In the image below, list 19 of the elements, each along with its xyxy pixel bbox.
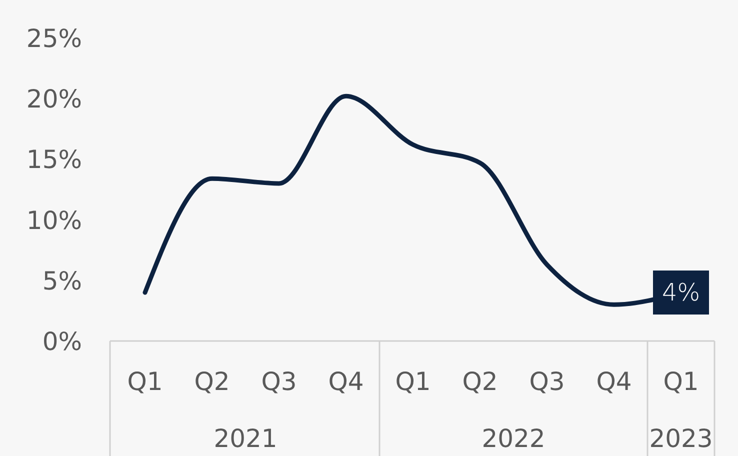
data-label: 4% [662, 278, 700, 307]
text: 2021 [214, 424, 278, 453]
y-tick-label: 10% [26, 206, 82, 235]
x-tick-label: Q1 [127, 367, 163, 396]
x-tick-label: Q2 [462, 367, 498, 396]
y-tick-label: 20% [26, 84, 82, 114]
x-tick-label: Q1 [395, 367, 431, 396]
y-tick-label: 5% [42, 266, 82, 296]
x-tick-label: Q3 [261, 367, 297, 396]
text: 2022 [482, 424, 546, 453]
x-tick-label: Q4 [328, 367, 364, 396]
y-tick-label: 15% [26, 145, 82, 174]
x-tick-label: Q4 [596, 367, 632, 396]
x-tick-label: Q1 [663, 367, 699, 396]
x-tick-label: Q3 [529, 367, 565, 396]
x-tick-label: Q2 [194, 367, 230, 396]
y-tick-label: 0% [42, 327, 82, 356]
text: 2023 [649, 424, 713, 453]
y-tick-label: 25% [26, 24, 82, 53]
